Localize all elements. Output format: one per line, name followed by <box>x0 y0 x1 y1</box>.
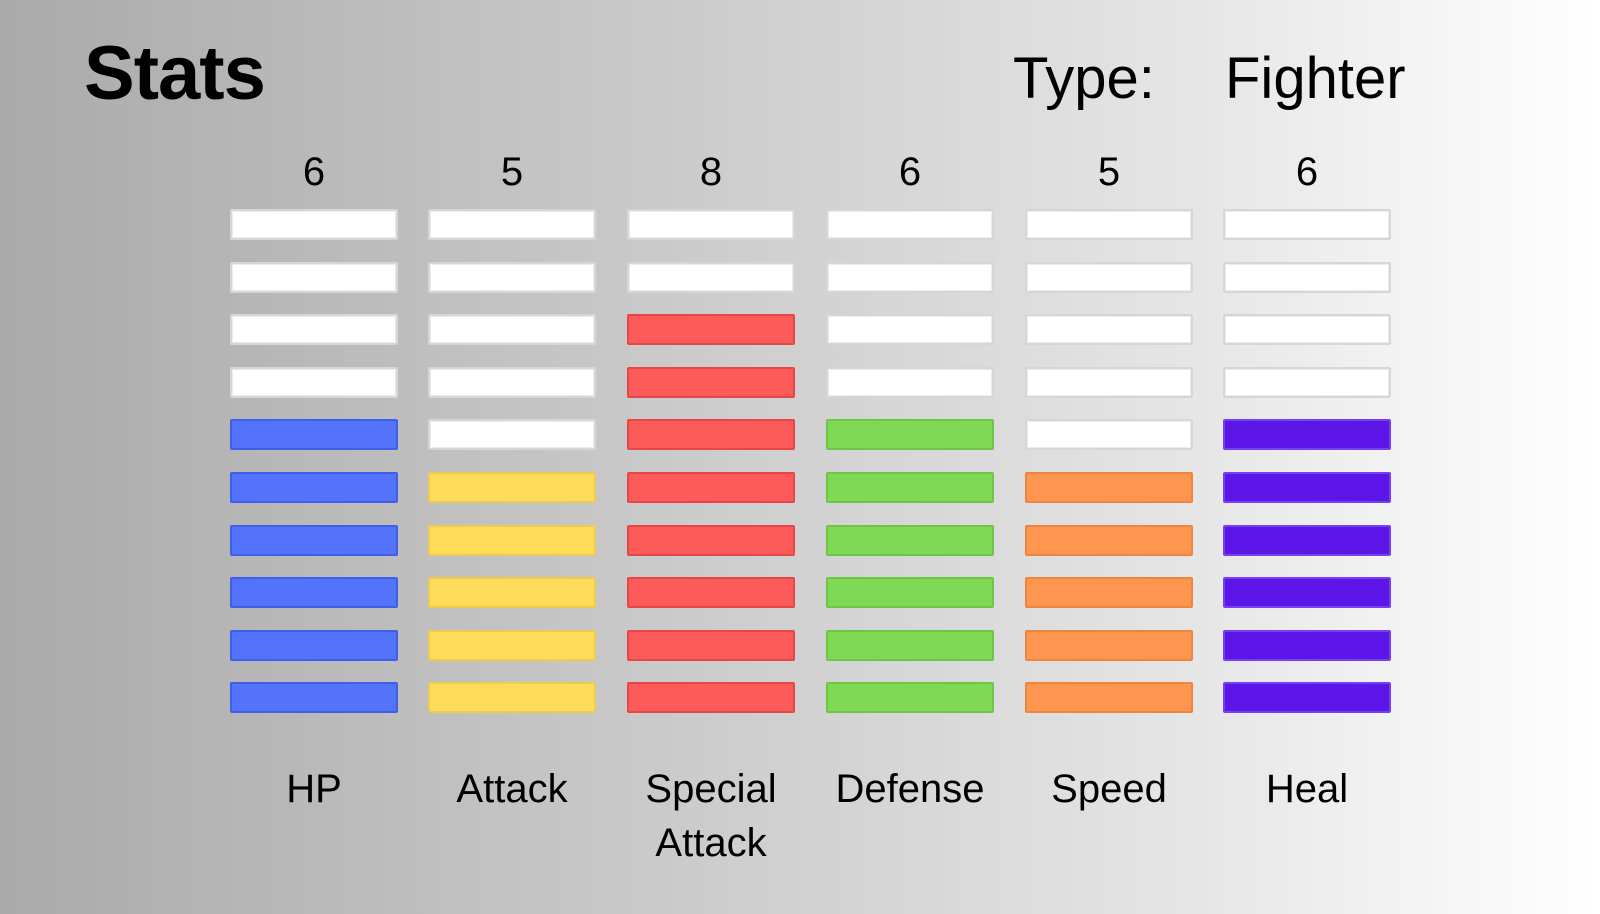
stat-bar-empty <box>428 366 596 398</box>
stat-bar-filled <box>1223 419 1391 451</box>
stat-value: 5 <box>500 150 524 194</box>
stat-bar-filled <box>428 524 596 556</box>
stat-bar-empty <box>1025 209 1193 240</box>
type-value: Fighter <box>1225 46 1406 111</box>
stat-bar-filled <box>627 472 795 503</box>
stat-bar-empty <box>428 261 596 293</box>
stat-bar-empty <box>1025 419 1193 451</box>
stat-bar-empty <box>1223 209 1391 240</box>
stat-bar-filled <box>627 577 795 609</box>
stat-label: Attack <box>456 767 568 811</box>
stat-bar-empty <box>230 314 398 346</box>
stat-label: Defense <box>835 767 985 811</box>
stat-column-speed: 5 Speed <box>1025 150 1193 890</box>
stat-bar-empty <box>428 209 596 240</box>
stat-bar-empty <box>428 419 596 451</box>
stat-bar-filled <box>826 472 994 503</box>
stat-bar-filled <box>627 314 795 346</box>
stat-bar-filled <box>428 682 596 714</box>
stat-bar-filled <box>1223 472 1391 503</box>
stat-bar-filled <box>826 577 994 609</box>
stat-bar-empty <box>826 314 994 346</box>
type-label: Type: <box>1013 46 1155 111</box>
stat-value: 5 <box>1097 150 1121 194</box>
stat-bar-empty <box>1223 366 1391 398</box>
stat-bar-filled <box>230 524 398 556</box>
stat-bar-filled <box>230 419 398 451</box>
stat-bar-empty <box>230 209 398 240</box>
stat-column-heal: 6 Heal <box>1223 150 1391 890</box>
page-title: Stats <box>84 31 266 116</box>
stat-column-hp: 6 HP <box>230 150 398 890</box>
stat-bar-empty <box>1025 314 1193 346</box>
stat-value: 6 <box>302 150 326 194</box>
stat-column-special-attack: 8 Special Attack <box>627 150 795 890</box>
stat-bar-empty <box>627 209 795 240</box>
stat-bar-filled <box>230 472 398 503</box>
stat-bar-empty <box>428 314 596 346</box>
stat-bar-empty <box>1025 366 1193 398</box>
stat-bar-empty <box>1223 314 1391 346</box>
stat-value: 8 <box>699 150 723 194</box>
stat-bar-empty <box>1223 261 1391 293</box>
stat-label: Heal <box>1265 767 1349 811</box>
stat-bar-filled <box>627 682 795 714</box>
stat-value: 6 <box>1295 150 1319 194</box>
stat-column-attack: 5 Attack <box>428 150 596 890</box>
stat-bar-filled <box>627 524 795 556</box>
stat-bar-filled <box>1025 682 1193 714</box>
stat-bar-filled <box>428 577 596 609</box>
stat-bar-empty <box>826 209 994 240</box>
stat-bar-empty <box>1025 261 1193 293</box>
stat-bar-filled <box>1025 472 1193 503</box>
stat-bar-filled <box>627 629 795 661</box>
stat-column-defense: 6 Defense <box>826 150 994 890</box>
stat-bar-filled <box>1223 682 1391 714</box>
stat-bar-filled <box>230 682 398 714</box>
stat-bar-empty <box>627 261 795 293</box>
stat-bar-filled <box>826 524 994 556</box>
stat-value: 6 <box>898 150 922 194</box>
stat-bar-filled <box>1025 524 1193 556</box>
stat-bar-filled <box>1223 577 1391 609</box>
stat-bar-filled <box>826 629 994 661</box>
stat-bar-filled <box>1025 629 1193 661</box>
stat-bar-filled <box>826 682 994 714</box>
stat-label: Special Attack <box>645 767 777 865</box>
stat-label: HP <box>286 767 342 811</box>
stat-bar-filled <box>230 577 398 609</box>
stat-bar-filled <box>627 366 795 398</box>
stat-bar-empty <box>230 261 398 293</box>
stat-bar-empty <box>230 366 398 398</box>
stat-bar-filled <box>627 419 795 451</box>
stat-bar-filled <box>1025 577 1193 609</box>
stat-bar-empty <box>826 261 994 293</box>
stat-label: Speed <box>1051 767 1167 811</box>
stat-bar-empty <box>826 366 994 398</box>
stat-bar-filled <box>230 629 398 661</box>
stat-bar-filled <box>826 419 994 451</box>
stat-bar-filled <box>1223 524 1391 556</box>
stat-bar-filled <box>428 472 596 503</box>
stat-bar-filled <box>1223 629 1391 661</box>
stat-bar-filled <box>428 629 596 661</box>
